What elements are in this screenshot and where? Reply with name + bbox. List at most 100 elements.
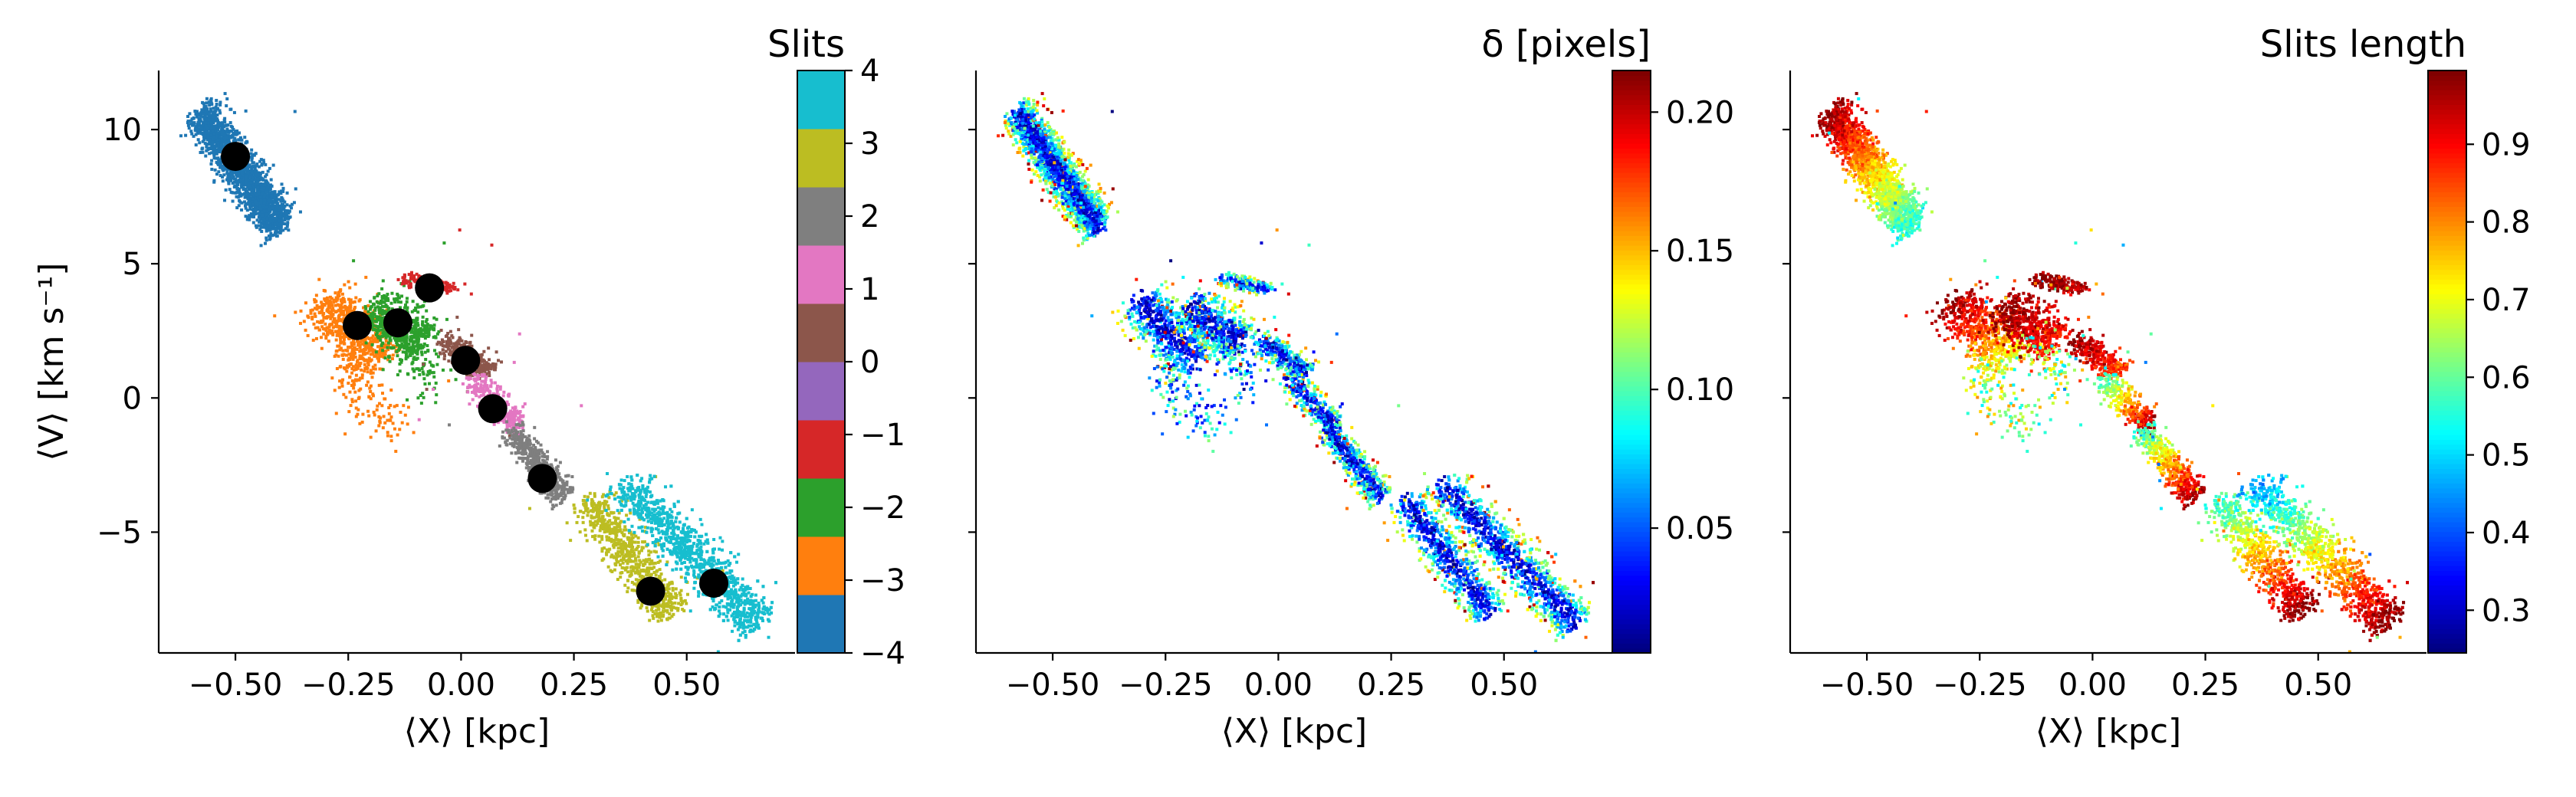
- data-point: [270, 195, 274, 199]
- data-point: [418, 372, 422, 376]
- data-point: [382, 326, 386, 330]
- data-point: [540, 454, 544, 458]
- data-point: [414, 326, 418, 330]
- data-point: [504, 420, 508, 424]
- data-point: [234, 139, 238, 143]
- data-point: [567, 490, 571, 494]
- data-point: [672, 595, 676, 599]
- data-point: [244, 109, 248, 113]
- data-point: [353, 390, 357, 394]
- data-point: [339, 336, 343, 339]
- data-point: [246, 165, 250, 169]
- data-point: [329, 331, 333, 335]
- data-point: [472, 372, 475, 376]
- data-point: [610, 553, 614, 557]
- data-point: [219, 130, 222, 133]
- data-point: [243, 172, 247, 176]
- data-point: [366, 351, 370, 355]
- data-point: [217, 121, 221, 125]
- data-point: [245, 167, 249, 171]
- data-point: [402, 336, 406, 339]
- data-point: [412, 274, 416, 277]
- data-point: [364, 341, 368, 345]
- data-point: [471, 398, 475, 402]
- data-point: [363, 305, 367, 309]
- data-point: [378, 311, 382, 315]
- data-point: [345, 364, 349, 368]
- data-point: [534, 459, 537, 463]
- data-point: [458, 228, 462, 232]
- data-point: [283, 222, 287, 226]
- data-point: [468, 376, 472, 380]
- data-point: [515, 409, 519, 413]
- data-point: [209, 113, 213, 117]
- data-point: [537, 461, 540, 464]
- data-point: [354, 373, 358, 377]
- data-point: [386, 341, 390, 345]
- data-point: [398, 339, 402, 343]
- data-point: [469, 292, 473, 296]
- data-point: [376, 334, 380, 338]
- data-point: [370, 369, 373, 372]
- data-point: [658, 615, 662, 619]
- data-point: [532, 443, 536, 447]
- data-point: [348, 300, 352, 304]
- data-point: [386, 297, 389, 300]
- data-point: [383, 346, 387, 349]
- data-point: [466, 390, 470, 394]
- data-point: [334, 349, 338, 353]
- data-point: [427, 372, 431, 376]
- data-point: [459, 343, 463, 347]
- data-point: [204, 113, 208, 116]
- data-point: [412, 331, 416, 335]
- data-point: [424, 334, 428, 338]
- data-point: [268, 208, 271, 212]
- data-point: [237, 189, 241, 193]
- data-point: [349, 298, 353, 302]
- data-point: [415, 337, 419, 341]
- data-point: [227, 182, 231, 185]
- data-point: [383, 310, 386, 313]
- data-point: [507, 422, 511, 426]
- data-point: [507, 417, 511, 421]
- data-point: [393, 297, 396, 301]
- data-point: [508, 442, 512, 446]
- data-point: [514, 438, 518, 442]
- data-point: [370, 343, 374, 346]
- data-point: [629, 533, 633, 536]
- data-point: [354, 366, 358, 370]
- data-point: [252, 215, 256, 219]
- data-point: [452, 342, 456, 346]
- data-point: [449, 342, 453, 346]
- data-point: [265, 212, 269, 216]
- data-point: [374, 353, 378, 356]
- data-point: [265, 217, 269, 221]
- data-point: [370, 326, 374, 330]
- data-point: [374, 333, 378, 336]
- data-point: [446, 347, 450, 351]
- data-point: [681, 608, 685, 612]
- data-point: [447, 289, 451, 293]
- data-point: [340, 329, 343, 333]
- data-point: [214, 109, 218, 113]
- data-point: [279, 199, 283, 203]
- data-point: [233, 184, 237, 188]
- data-point: [612, 511, 616, 515]
- data-point: [567, 474, 570, 477]
- data-point: [422, 395, 426, 399]
- data-point: [269, 231, 273, 235]
- data-point: [371, 353, 375, 356]
- data-point: [529, 454, 533, 458]
- data-point: [205, 149, 209, 153]
- data-point: [508, 424, 512, 428]
- data-point: [557, 472, 561, 476]
- data-point: [251, 197, 255, 201]
- data-point: [306, 314, 310, 318]
- data-point: [437, 330, 441, 333]
- data-point: [268, 198, 271, 202]
- data-point: [439, 328, 443, 332]
- data-point: [221, 121, 225, 125]
- data-point: [389, 415, 393, 419]
- data-point: [649, 574, 652, 578]
- data-point: [606, 504, 610, 508]
